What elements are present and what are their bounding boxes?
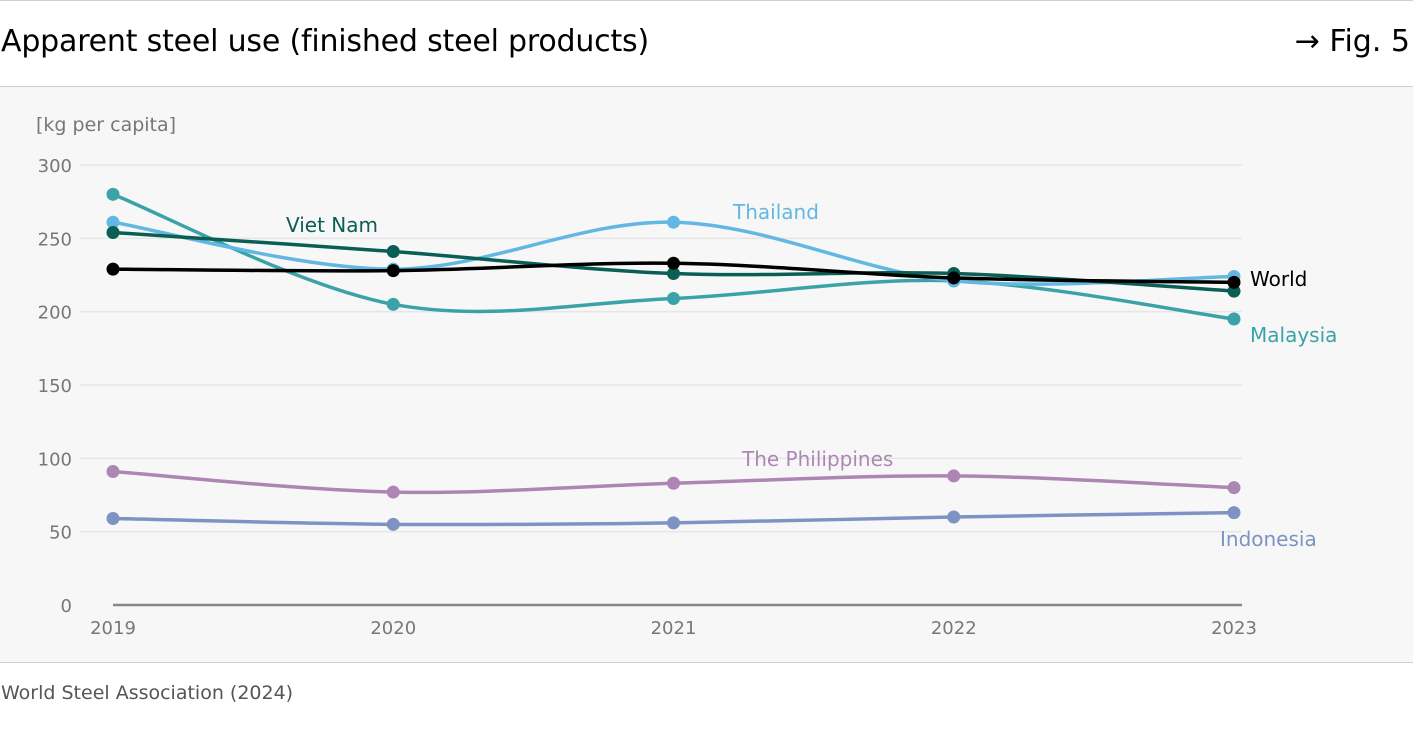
data-point-thailand-2019 <box>106 215 120 229</box>
data-point-malaysia-2023 <box>1227 312 1241 326</box>
y-tick-label-100: 100 <box>38 449 72 470</box>
x-tick-label-2021: 2021 <box>651 618 697 639</box>
series-label-world: World <box>1250 267 1307 291</box>
data-point-viet-nam-2020 <box>386 245 400 259</box>
series-label-the-philippines: The Philippines <box>741 447 893 471</box>
data-point-world-2022 <box>947 271 961 285</box>
series-label-viet-nam: Viet Nam <box>286 213 378 237</box>
data-point-the-philippines-2020 <box>386 485 400 499</box>
header: Apparent steel use (finished steel produ… <box>0 0 1413 86</box>
data-point-thailand-2021 <box>667 215 680 229</box>
data-point-malaysia-2021 <box>667 291 680 305</box>
figure-reference-link[interactable]: → Fig. 5 <box>1294 24 1410 59</box>
data-point-world-2019 <box>106 262 120 276</box>
top-rule <box>0 0 1413 1</box>
data-point-malaysia-2020 <box>386 297 400 311</box>
data-point-indonesia-2023 <box>1227 506 1241 520</box>
data-point-the-philippines-2021 <box>667 476 680 490</box>
series-label-thailand: Thailand <box>732 200 819 224</box>
series-label-indonesia: Indonesia <box>1220 527 1317 551</box>
data-point-indonesia-2021 <box>667 516 680 530</box>
data-point-world-2020 <box>386 264 400 278</box>
x-tick-label-2019: 2019 <box>90 618 136 639</box>
y-tick-label-150: 150 <box>38 376 72 397</box>
y-tick-label-0: 0 <box>61 596 72 617</box>
chart-panel: [kg per capita] 0 50 100 150 200 250 300 2019 20… <box>0 86 1413 663</box>
data-point-malaysia-2019 <box>106 187 120 201</box>
series-world <box>106 256 1241 289</box>
y-tick-label-250: 250 <box>38 229 72 250</box>
page-title: Apparent steel use (finished steel produ… <box>1 24 649 59</box>
data-point-indonesia-2022 <box>947 510 961 524</box>
x-tick-label-2023: 2023 <box>1211 618 1257 639</box>
series-label-malaysia: Malaysia <box>1250 323 1337 347</box>
y-tick-label-50: 50 <box>49 523 72 544</box>
data-point-indonesia-2020 <box>386 517 400 531</box>
series-indonesia <box>106 506 1241 531</box>
data-point-indonesia-2019 <box>106 511 120 525</box>
data-point-the-philippines-2019 <box>106 465 120 479</box>
data-point-viet-nam-2019 <box>106 225 120 239</box>
line-chart: [kg per capita] 0 50 100 150 200 250 300 2019 20… <box>36 114 1337 639</box>
series-the-philippines <box>106 465 1241 499</box>
y-axis-unit-label: [kg per capita] <box>36 114 176 136</box>
data-point-the-philippines-2023 <box>1227 481 1241 495</box>
x-tick-label-2022: 2022 <box>931 618 977 639</box>
y-tick-label-200: 200 <box>38 303 72 324</box>
source-note: World Steel Association (2024) <box>1 682 294 704</box>
data-point-world-2021 <box>667 256 680 270</box>
data-point-viet-nam-2021 <box>667 267 680 281</box>
data-point-world-2023 <box>1227 275 1241 289</box>
x-tick-label-2020: 2020 <box>370 618 416 639</box>
data-point-the-philippines-2022 <box>947 469 961 483</box>
y-tick-label-300: 300 <box>38 156 72 177</box>
